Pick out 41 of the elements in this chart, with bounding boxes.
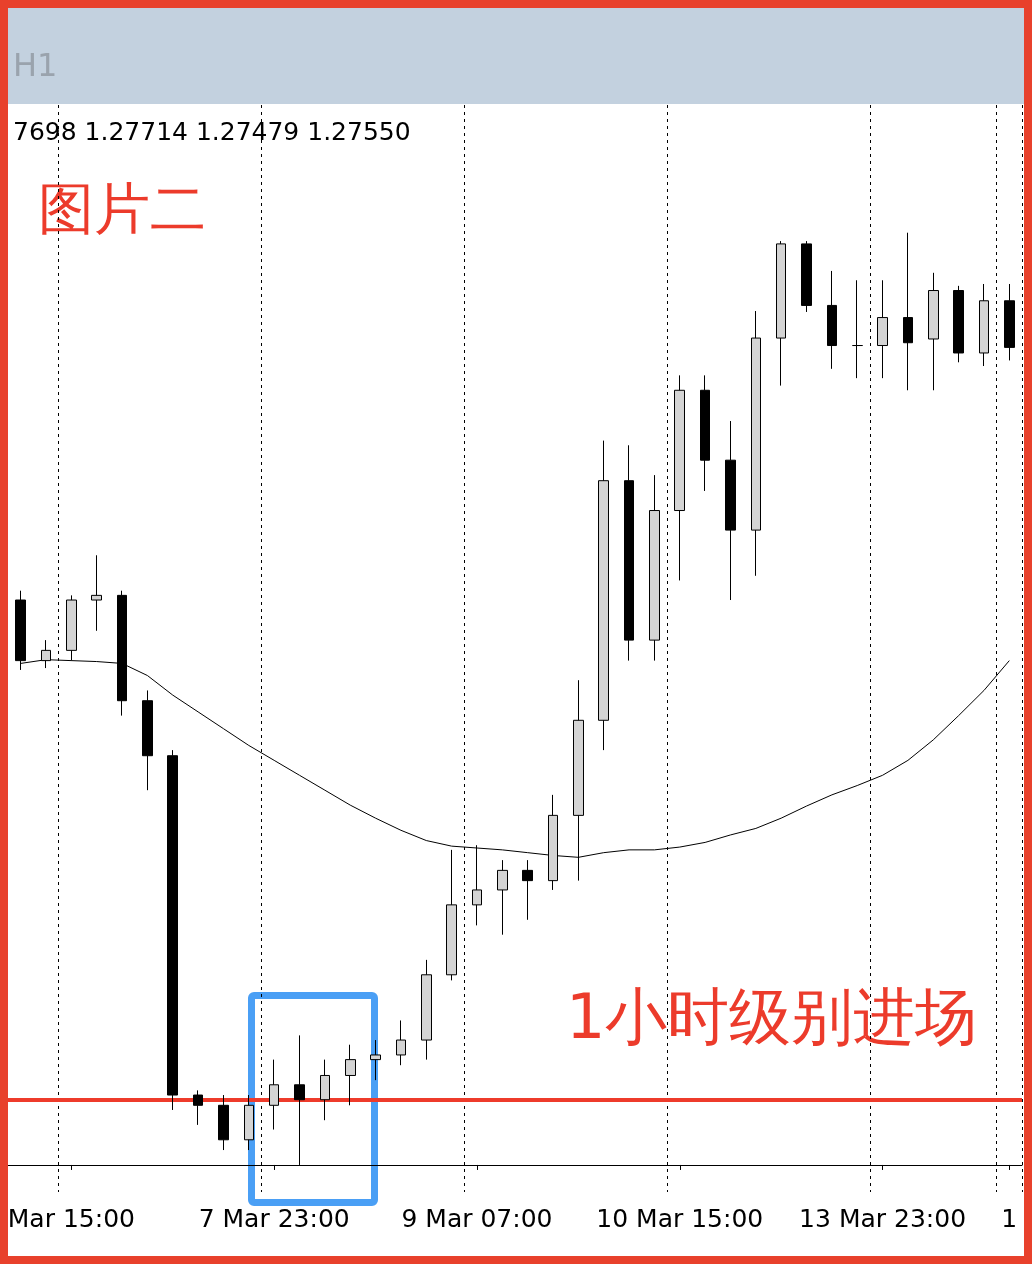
candlestick: [91, 554, 102, 632]
candlestick: [167, 749, 178, 1111]
candlestick: [903, 232, 913, 391]
x-tick-label: 1: [1001, 1204, 1018, 1233]
candlestick: [598, 440, 609, 751]
annotation: 图片二: [38, 175, 206, 241]
candlestick: [446, 849, 457, 981]
candlestick: [725, 420, 736, 601]
candlestick: [649, 474, 660, 662]
candlestick: [928, 272, 939, 391]
candlestick: [320, 1059, 330, 1121]
candlestick: [624, 444, 634, 662]
candlestick: [497, 859, 508, 936]
x-tick-label: 10 Mar 15:00: [596, 1204, 764, 1233]
candlestick: [827, 270, 837, 370]
candlestick: [1004, 283, 1015, 361]
candlestick: [142, 689, 153, 791]
candlestick: [244, 1094, 254, 1151]
chart-subtitle: 7698 1.27714 1.27479 1.27550: [13, 117, 411, 146]
candlestick: [979, 283, 989, 367]
candlestick: [751, 310, 761, 577]
annotation: 1小时级别进场: [566, 979, 978, 1053]
candlestick: [370, 1039, 381, 1081]
candlestick: [345, 1044, 356, 1106]
candlestick: [953, 285, 964, 363]
candlestick: [218, 1094, 229, 1151]
candlestick: [852, 279, 863, 379]
candlestick: [421, 959, 432, 1061]
candlestick: [877, 279, 888, 379]
x-tick-label: 13 Mar 23:00: [799, 1204, 967, 1233]
candlestick: [801, 240, 812, 313]
candlestick: [269, 1059, 279, 1131]
candlestick: [193, 1089, 203, 1126]
x-tick-label: 7 Mar 23:00: [198, 1204, 350, 1233]
candlestick: [776, 240, 786, 387]
x-tick-label: Mar 15:00: [7, 1204, 135, 1233]
candlestick: [674, 374, 685, 581]
candlestick: [396, 1019, 406, 1066]
candlestick: [522, 859, 533, 921]
candlestick: [700, 374, 710, 492]
x-tick-label: 9 Mar 07:00: [401, 1204, 553, 1233]
